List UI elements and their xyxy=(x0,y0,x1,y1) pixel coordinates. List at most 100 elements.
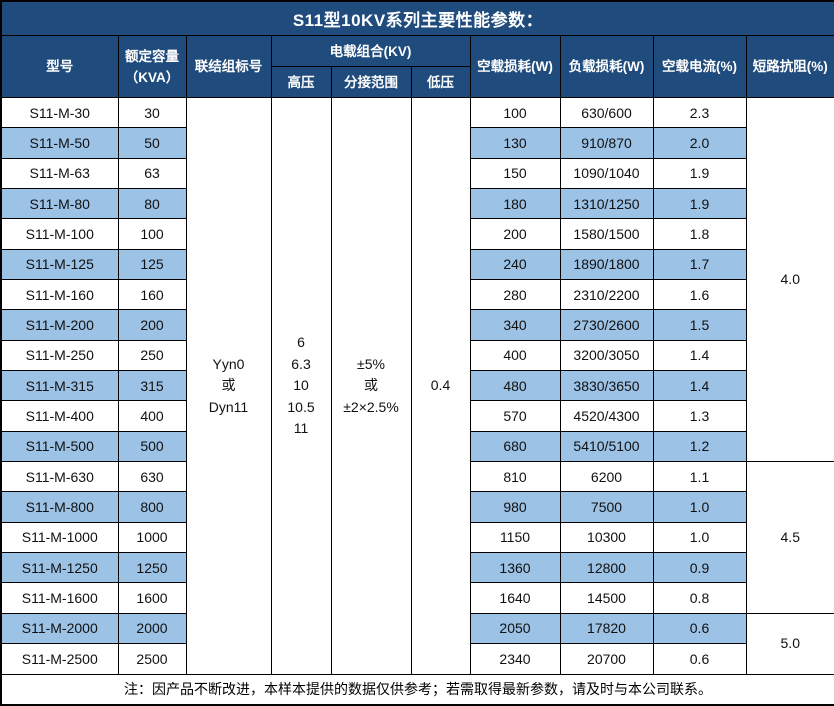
cell-load-loss: 3830/3650 xyxy=(559,369,654,402)
table-body: S11-M-30 30 Yyn0 或 Dyn11 6 6.3 10 10.5 11 ±5… xyxy=(0,96,834,675)
table-title: S11型10KV系列主要性能参数： xyxy=(0,0,834,36)
cell-short-circuit-impedance: 4.0 xyxy=(745,97,834,462)
cell-no-load-loss: 200 xyxy=(469,218,561,250)
cell-no-load-loss: 400 xyxy=(469,339,561,371)
table-row: S11-M-50 50 130 910/870 2.0 xyxy=(0,127,834,159)
cell-load-loss: 910/870 xyxy=(559,127,654,159)
cell-capacity: 250 xyxy=(117,339,187,371)
header-row-1: 型号 额定容量 （KVA） 联结组标号 电载组合(KV) 空载损耗(W) 负载损… xyxy=(0,35,834,98)
cell-connection: Yyn0 或 Dyn11 xyxy=(185,97,272,675)
cell-no-load-loss: 1150 xyxy=(469,521,561,553)
cell-no-load-current: 0.8 xyxy=(652,582,747,614)
cell-model: S11-M-63 xyxy=(0,157,119,189)
cell-no-load-loss: 980 xyxy=(469,491,561,523)
header-model: 型号 xyxy=(0,35,119,98)
cell-load-loss: 3200/3050 xyxy=(559,339,654,371)
cell-no-load-loss: 340 xyxy=(469,309,561,341)
cell-no-load-current: 1.7 xyxy=(652,248,747,280)
cell-load-loss: 2310/2200 xyxy=(559,278,654,311)
header-voltage-combination: 电载组合(KV) xyxy=(270,35,471,67)
cell-no-load-current: 1.0 xyxy=(652,491,747,523)
cell-no-load-current: 1.4 xyxy=(652,339,747,371)
table-row: S11-M-400 400 570 4520/4300 1.3 xyxy=(0,400,834,432)
table-row: S11-M-1250 1250 1360 12800 0.9 xyxy=(0,551,834,584)
table-row: S11-M-2000 2000 2050 17820 0.6 5.0 xyxy=(0,612,834,675)
cell-load-loss: 10300 xyxy=(559,521,654,553)
header-no-load-current: 空载电流(%) xyxy=(652,35,747,98)
cell-capacity: 1600 xyxy=(117,582,187,614)
cell-no-load-loss: 680 xyxy=(469,430,561,462)
cell-no-load-current: 0.6 xyxy=(652,642,747,675)
cell-model: S11-M-50 xyxy=(0,127,119,159)
cell-load-loss: 12800 xyxy=(559,551,654,584)
cell-no-load-loss: 100 xyxy=(469,96,561,129)
cell-no-load-current: 1.4 xyxy=(652,369,747,402)
table-row: S11-M-1600 1600 1640 14500 0.8 xyxy=(0,582,834,614)
cell-short-circuit-impedance: 5.0 xyxy=(745,612,834,675)
footer-row: 注：因产品不断改进，本样本提供的数据仅供参考；若需取得最新参数，请及时与本公司联… xyxy=(0,673,834,706)
cell-capacity: 100 xyxy=(117,218,187,250)
cell-no-load-loss: 480 xyxy=(469,369,561,402)
cell-load-loss: 1580/1500 xyxy=(559,218,654,250)
cell-model: S11-M-80 xyxy=(0,187,119,220)
cell-capacity: 80 xyxy=(117,187,187,220)
cell-no-load-loss: 1640 xyxy=(469,582,561,614)
table-row: S11-M-100 100 200 1580/1500 1.8 xyxy=(0,218,834,250)
table-row: S11-M-80 80 180 1310/1250 1.9 xyxy=(0,187,834,220)
cell-load-loss: 2730/2600 xyxy=(559,309,654,341)
cell-load-loss: 14500 xyxy=(559,582,654,614)
cell-load-loss: 17820 xyxy=(559,612,654,644)
cell-capacity: 315 xyxy=(117,369,187,402)
table-row: S11-M-2500 2500 2340 20700 0.6 xyxy=(0,642,834,675)
cell-no-load-current: 2.0 xyxy=(652,127,747,159)
cell-no-load-loss: 1360 xyxy=(469,551,561,584)
cell-load-loss: 20700 xyxy=(559,642,654,675)
cell-model: S11-M-400 xyxy=(0,400,119,432)
cell-capacity: 500 xyxy=(117,430,187,462)
cell-no-load-current: 2.3 xyxy=(652,96,747,129)
cell-no-load-current: 1.0 xyxy=(652,521,747,553)
cell-model: S11-M-2000 xyxy=(0,612,119,644)
cell-capacity: 630 xyxy=(117,460,187,493)
cell-no-load-current: 1.5 xyxy=(652,309,747,341)
cell-no-load-current: 1.8 xyxy=(652,218,747,250)
header-low-voltage: 低压 xyxy=(410,66,471,98)
cell-capacity: 30 xyxy=(117,96,187,129)
cell-capacity: 400 xyxy=(117,400,187,432)
cell-capacity: 2000 xyxy=(117,612,187,644)
header-short-circuit-impedance: 短路抗阻(%) xyxy=(745,35,834,98)
cell-no-load-current: 1.6 xyxy=(652,278,747,311)
cell-tap-range: ±5% 或 ±2×2.5% xyxy=(330,97,412,675)
cell-model: S11-M-160 xyxy=(0,278,119,311)
table-row: S11-M-500 500 680 5410/5100 1.2 xyxy=(0,430,834,462)
header-load-loss: 负载损耗(W) xyxy=(559,35,654,98)
cell-model: S11-M-630 xyxy=(0,460,119,493)
cell-capacity: 1250 xyxy=(117,551,187,584)
header-no-load-loss: 空载损耗(W) xyxy=(469,35,561,98)
cell-no-load-current: 1.9 xyxy=(652,187,747,220)
table-row: S11-M-315 315 480 3830/3650 1.4 xyxy=(0,369,834,402)
table-row: S11-M-630 630 810 6200 1.1 4.5 xyxy=(0,460,834,614)
cell-no-load-loss: 810 xyxy=(469,460,561,493)
cell-no-load-loss: 2050 xyxy=(469,612,561,644)
cell-no-load-current: 1.2 xyxy=(652,430,747,462)
header-high-voltage: 高压 xyxy=(270,66,332,98)
cell-no-load-loss: 240 xyxy=(469,248,561,280)
cell-load-loss: 4520/4300 xyxy=(559,400,654,432)
cell-no-load-loss: 570 xyxy=(469,400,561,432)
cell-load-loss: 6200 xyxy=(559,460,654,493)
cell-load-loss: 5410/5100 xyxy=(559,430,654,462)
cell-capacity: 125 xyxy=(117,248,187,280)
cell-model: S11-M-30 xyxy=(0,96,119,129)
cell-no-load-current: 1.9 xyxy=(652,157,747,189)
cell-model: S11-M-250 xyxy=(0,339,119,371)
cell-capacity: 2500 xyxy=(117,642,187,675)
cell-model: S11-M-800 xyxy=(0,491,119,523)
cell-model: S11-M-2500 xyxy=(0,642,119,675)
header-tap-range: 分接范围 xyxy=(330,66,412,98)
table-row: S11-M-200 200 340 2730/2600 1.5 xyxy=(0,309,834,341)
cell-no-load-loss: 130 xyxy=(469,127,561,159)
cell-load-loss: 1890/1800 xyxy=(559,248,654,280)
cell-no-load-loss: 2340 xyxy=(469,642,561,675)
